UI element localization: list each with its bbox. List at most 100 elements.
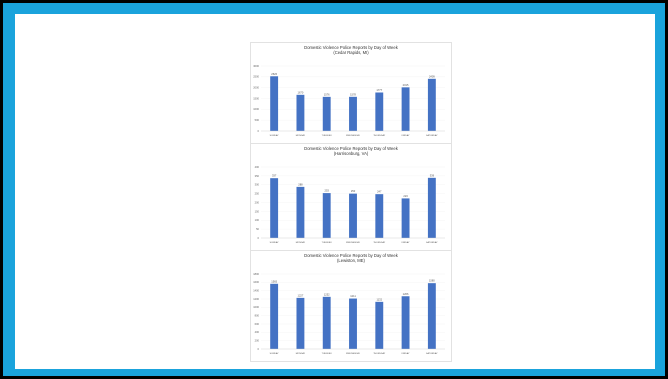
bar [427,283,436,349]
data-label: 1576 [324,92,330,96]
y-tick-label: 500 [255,118,260,122]
bar [322,96,331,131]
y-tick-label: 400 [255,165,260,169]
slide-canvas: Domestic Violence Police Reports by Day … [15,14,655,369]
category-label: FRIDAY [402,241,410,244]
category-label: TUESDAY [322,352,333,355]
bar [427,177,436,238]
data-label: 223 [403,194,408,198]
bar [270,76,279,131]
y-tick-label: 1500 [253,96,259,100]
y-tick-label: 1400 [253,289,259,293]
bar [322,193,331,238]
y-tick-label: 2000 [253,86,259,90]
category-label: MONDAY [296,134,306,137]
chart-title-line: (Cedar Rapids, MI) [333,50,369,55]
category-label: SUNDAY [270,134,279,137]
y-tick-label: 1600 [253,280,259,284]
bar [270,178,279,238]
data-label: 2526 [271,72,277,76]
bar [349,96,357,131]
data-label: 1211 [350,294,356,298]
data-label: 1580 [429,279,435,283]
category-label: MONDAY [296,241,306,244]
category-label: THURSDAY [373,352,385,355]
category-label: SATURDAY [426,352,438,355]
y-tick-label: 1800 [253,272,259,276]
data-label: 1777 [376,88,382,92]
data-label: 1266 [403,292,409,296]
y-tick-label: 0 [258,236,260,240]
data-label: 253 [325,189,330,193]
bar [349,298,357,349]
data-label: 2409 [429,74,435,78]
chart-title-line: Domestic Violence Police Reports by Day … [304,45,399,50]
category-label: FRIDAY [402,134,410,137]
bar [401,296,410,349]
bar [349,193,357,238]
data-label: 1670 [298,90,304,94]
chart-title-line: Domestic Violence Police Reports by Day … [304,146,399,151]
chart-title-line: (Lewiston, ME) [337,258,366,263]
y-tick-label: 150 [255,209,260,213]
bar [375,301,384,349]
category-label: SUNDAY [270,241,279,244]
bar [270,283,279,349]
y-tick-label: 200 [255,200,260,204]
category-label: MONDAY [296,352,306,355]
data-label: 1565 [271,279,277,283]
bar [401,198,410,238]
category-label: WEDNESDAY [346,241,360,244]
data-label: 2015 [403,83,409,87]
bar [296,297,305,349]
chart-title-line: (Harrisonburg, VA) [334,151,369,156]
y-tick-label: 50 [256,227,259,231]
category-label: TUESDAY [322,134,333,137]
data-label: 247 [377,190,382,194]
bar [296,186,305,238]
data-label: 1578 [350,92,356,96]
y-tick-label: 1000 [253,107,259,111]
y-tick-label: 250 [255,192,260,196]
data-label: 288 [298,182,303,186]
category-label: WEDNESDAY [346,352,360,355]
chart-cedar-rapids: Domestic Violence Police Reports by Day … [250,42,452,144]
slide-border: Domestic Violence Police Reports by Day … [3,3,665,376]
y-tick-label: 400 [255,330,260,334]
category-label: SATURDAY [426,134,438,137]
y-tick-label: 800 [255,314,260,318]
data-label: 1227 [298,293,304,297]
y-tick-label: 350 [255,174,260,178]
y-tick-label: 2500 [253,75,259,79]
bar [427,78,436,131]
category-label: FRIDAY [402,352,410,355]
y-tick-label: 1000 [253,305,259,309]
bar [375,194,384,238]
category-label: WEDNESDAY [346,134,360,137]
y-tick-label: 0 [258,347,260,351]
chart-title-line: Domestic Violence Police Reports by Day … [304,253,399,258]
y-tick-label: 0 [258,129,260,133]
data-label: 250 [351,189,356,193]
category-label: SATURDAY [426,241,438,244]
chart-lewiston: Domestic Violence Police Reports by Day … [250,250,452,362]
bar [296,94,305,131]
y-tick-label: 300 [255,183,260,187]
y-tick-label: 1200 [253,297,259,301]
y-tick-label: 600 [255,322,260,326]
data-label: 339 [430,173,435,177]
data-label: 337 [272,174,277,178]
chart-harrisonburg: Domestic Violence Police Reports by Day … [250,143,452,251]
category-label: THURSDAY [373,134,385,137]
bar [322,296,331,349]
chart-lewiston-svg: Domestic Violence Police Reports by Day … [253,253,445,355]
category-label: SUNDAY [270,352,279,355]
data-label: 1132 [376,297,382,301]
y-tick-label: 200 [255,339,260,343]
category-label: THURSDAY [373,241,385,244]
category-label: TUESDAY [322,241,333,244]
bar [401,87,410,131]
bar [375,92,384,131]
data-label: 1252 [324,292,330,296]
chart-cedar-rapids-svg: Domestic Violence Police Reports by Day … [253,45,445,137]
